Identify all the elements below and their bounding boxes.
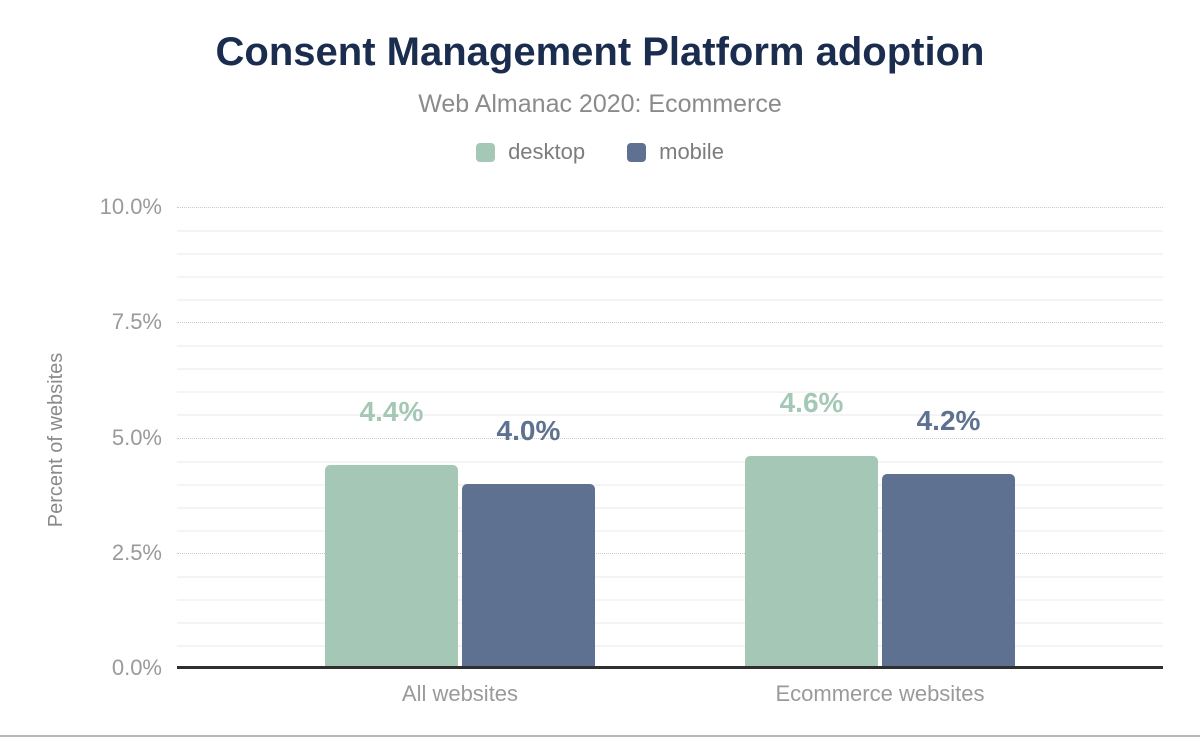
y-tick-label: 10.0% [99, 194, 162, 219]
gridline-major [177, 207, 1163, 208]
gridline-major [177, 437, 1163, 439]
y-tick-label: 0.0% [111, 655, 162, 680]
x-category-label: All websites [401, 681, 519, 706]
y-tick-label: 2.5% [111, 539, 162, 565]
x-axis-line [177, 666, 1163, 669]
gridline-minor [177, 230, 1163, 233]
gridline-minor [177, 299, 1163, 302]
gridline-minor [177, 644, 1163, 647]
chart-title: Consent Management Platform adoption [215, 30, 985, 74]
bar-mobile-ecommerce-websites [882, 474, 1016, 668]
bar-value-label-mobile: 4.2% [916, 405, 981, 437]
chart-subtitle: Web Almanac 2020: Ecommerce [418, 90, 782, 118]
bar-value-label-desktop: 4.4% [359, 396, 424, 428]
legend-label: desktop [508, 139, 586, 164]
gridline-minor [177, 368, 1163, 371]
gridline-major [177, 552, 1163, 554]
legend-label: mobile [659, 139, 724, 164]
x-category-label: Ecommerce websites [775, 681, 985, 706]
bar-mobile-all-websites [461, 483, 595, 668]
legend-swatch-mobile [627, 142, 647, 162]
gridline-minor [177, 598, 1163, 601]
gridline-minor [177, 460, 1163, 463]
bar-desktop-all-websites [324, 465, 458, 668]
legend-item-mobile: mobile [627, 139, 724, 165]
gridline-minor [177, 483, 1163, 486]
y-tick-label: 5.0% [111, 424, 162, 450]
plot-area: 4.4% 4.0% 4.6% 4.2% [177, 207, 1163, 668]
legend-item-desktop: desktop [476, 139, 585, 165]
gridline-minor [177, 345, 1163, 348]
gridline-minor [177, 506, 1163, 509]
footer-divider [0, 735, 1200, 737]
gridline-minor [177, 621, 1163, 624]
gridline-minor [177, 575, 1163, 578]
gridline-minor [177, 391, 1163, 394]
gridline-minor [177, 414, 1163, 417]
legend: desktop mobile [0, 139, 1200, 165]
bar-desktop-ecommerce-websites [745, 455, 879, 668]
bar-value-label-desktop: 4.6% [779, 386, 844, 418]
y-tick-label: 7.5% [111, 309, 162, 335]
gridline-minor [177, 276, 1163, 279]
gridline-minor [177, 529, 1163, 532]
gridline-major [177, 322, 1163, 324]
legend-swatch-desktop [476, 142, 496, 162]
gridline-minor [177, 253, 1163, 256]
bar-value-label-mobile: 4.0% [496, 414, 561, 446]
